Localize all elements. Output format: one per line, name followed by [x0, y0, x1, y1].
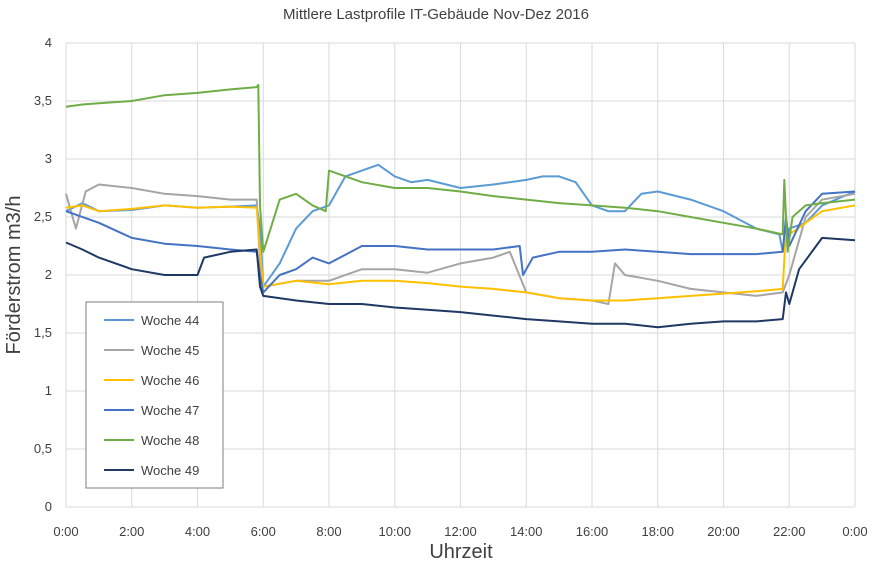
- y-tick-label: 3,5: [34, 93, 52, 108]
- series-line-2: [65, 183, 856, 305]
- x-axis-label: Uhrzeit: [429, 541, 493, 563]
- y-tick-label: 2,5: [34, 209, 52, 224]
- y-tick-label: 0,5: [34, 441, 52, 456]
- x-tick-label: 22:00: [773, 524, 806, 539]
- y-tick-label: 4: [45, 35, 52, 50]
- legend-label: Woche 49: [141, 463, 199, 478]
- x-tick-label: 16:00: [576, 524, 609, 539]
- x-tick-label: 8:00: [316, 524, 341, 539]
- legend-label: Woche 46: [141, 373, 199, 388]
- legend: Woche 44 Woche 45 Woche 46 Woche 47 Woche 48…: [85, 301, 224, 489]
- series-line-1: [65, 163, 856, 288]
- x-tick-label: 2:00: [119, 524, 144, 539]
- y-axis-ticks: 0 0,5 1 1,5 2 2,5 3 3,5 4: [34, 35, 52, 514]
- x-axis-ticks: 0:00 2:00 4:00 6:00 8:00 10:00 12:00 14:00 16:00…: [53, 524, 867, 539]
- x-tick-label: 20:00: [707, 524, 740, 539]
- x-tick-label: 12:00: [444, 524, 477, 539]
- x-tick-label: 0:00: [842, 524, 867, 539]
- y-tick-label: 1,5: [34, 325, 52, 340]
- x-tick-label: 18:00: [641, 524, 674, 539]
- x-tick-label: 6:00: [251, 524, 276, 539]
- series-line-6: [65, 236, 856, 329]
- chart-title: Mittlere Lastprofile IT-Gebäude Nov-Dez …: [283, 6, 589, 23]
- y-tick-label: 1: [45, 383, 52, 398]
- legend-label: Woche 47: [141, 403, 199, 418]
- legend-label: Woche 48: [141, 433, 199, 448]
- legend-box: [85, 301, 224, 489]
- series-line-5: [65, 83, 856, 253]
- y-axis-label: Förderstrom m3/h: [3, 196, 25, 355]
- y-tick-label: 2: [45, 267, 52, 282]
- legend-label: Woche 44: [141, 313, 199, 328]
- x-tick-label: 14:00: [510, 524, 543, 539]
- y-tick-label: 0: [45, 499, 52, 514]
- x-tick-label: 0:00: [53, 524, 78, 539]
- legend-label: Woche 45: [141, 343, 199, 358]
- x-tick-label: 4:00: [185, 524, 210, 539]
- series-line-3: [65, 204, 856, 302]
- y-tick-label: 3: [45, 151, 52, 166]
- series-lines: [65, 83, 856, 329]
- x-tick-label: 10:00: [378, 524, 411, 539]
